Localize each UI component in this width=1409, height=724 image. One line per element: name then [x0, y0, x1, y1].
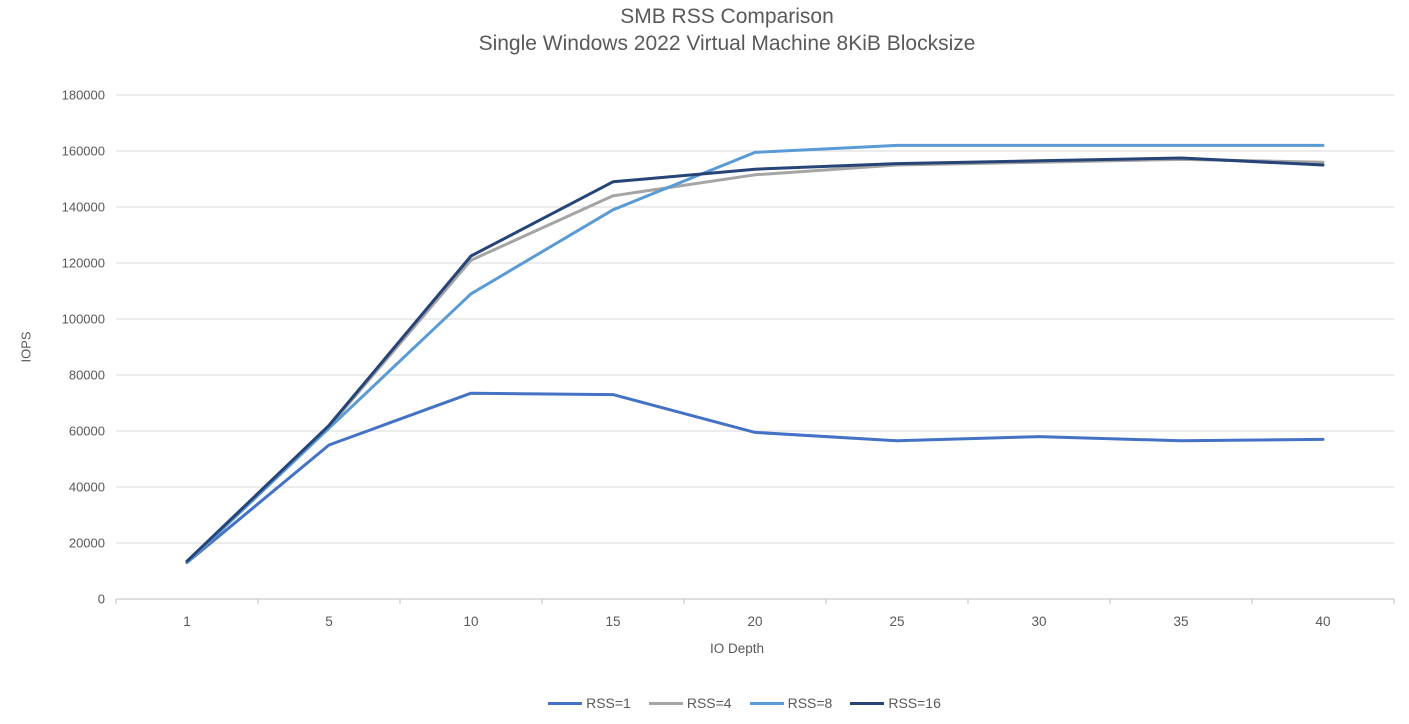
x-tick-label: 1 — [183, 614, 191, 629]
legend-line-swatch — [648, 701, 683, 705]
legend-item-rss-1: RSS=1 — [548, 695, 631, 711]
legend-label: RSS=16 — [888, 695, 941, 711]
series-line-rss-16 — [185, 156, 1325, 563]
y-tick-label: 0 — [98, 592, 105, 607]
legend-line-swatch — [850, 701, 885, 705]
y-tick-label: 40000 — [69, 480, 105, 495]
series-line-rss-8 — [185, 143, 1325, 565]
chart-title-block: SMB RSS Comparison Single Windows 2022 V… — [45, 3, 1409, 57]
series-line-rss-4 — [185, 157, 1325, 565]
x-tick-label: 15 — [605, 614, 620, 629]
x-tick-label: 35 — [1173, 614, 1188, 629]
y-tick-label: 80000 — [69, 368, 105, 383]
y-tick-label: 60000 — [69, 424, 105, 439]
x-tick-label: 30 — [1031, 614, 1046, 629]
legend-label: RSS=8 — [787, 695, 833, 711]
y-tick-label: 160000 — [62, 144, 105, 159]
x-axis-title: IO Depth — [709, 641, 765, 656]
y-tick-label: 120000 — [62, 256, 105, 271]
legend-line-swatch — [548, 701, 583, 705]
legend-line-swatch — [749, 701, 784, 705]
y-tick-label: 20000 — [69, 536, 105, 551]
x-tick-label: 20 — [747, 614, 762, 629]
x-tick-label: 10 — [463, 614, 478, 629]
legend-label: RSS=1 — [586, 695, 631, 711]
chart-subtitle: Single Windows 2022 Virtual Machine 8KiB… — [478, 32, 976, 55]
x-tick-label: 5 — [325, 614, 333, 629]
y-tick-label: 140000 — [62, 200, 105, 215]
legend-item-rss-16: RSS=16 — [850, 695, 941, 711]
chart-title: SMB RSS Comparison — [620, 5, 834, 28]
series-line-rss-1 — [185, 391, 1325, 565]
legend-item-rss-4: RSS=4 — [648, 695, 732, 711]
legend-label: RSS=4 — [686, 695, 732, 711]
y-axis-title: IOPS — [18, 331, 34, 363]
x-tick-label: 25 — [889, 614, 904, 629]
legend: RSS=1 RSS=4 RSS=8 RSS=16 — [80, 695, 1409, 711]
legend-item-rss-8: RSS=8 — [749, 695, 833, 711]
y-tick-label: 180000 — [62, 88, 105, 103]
x-tick-label: 40 — [1315, 614, 1330, 629]
y-tick-label: 100000 — [62, 312, 105, 327]
